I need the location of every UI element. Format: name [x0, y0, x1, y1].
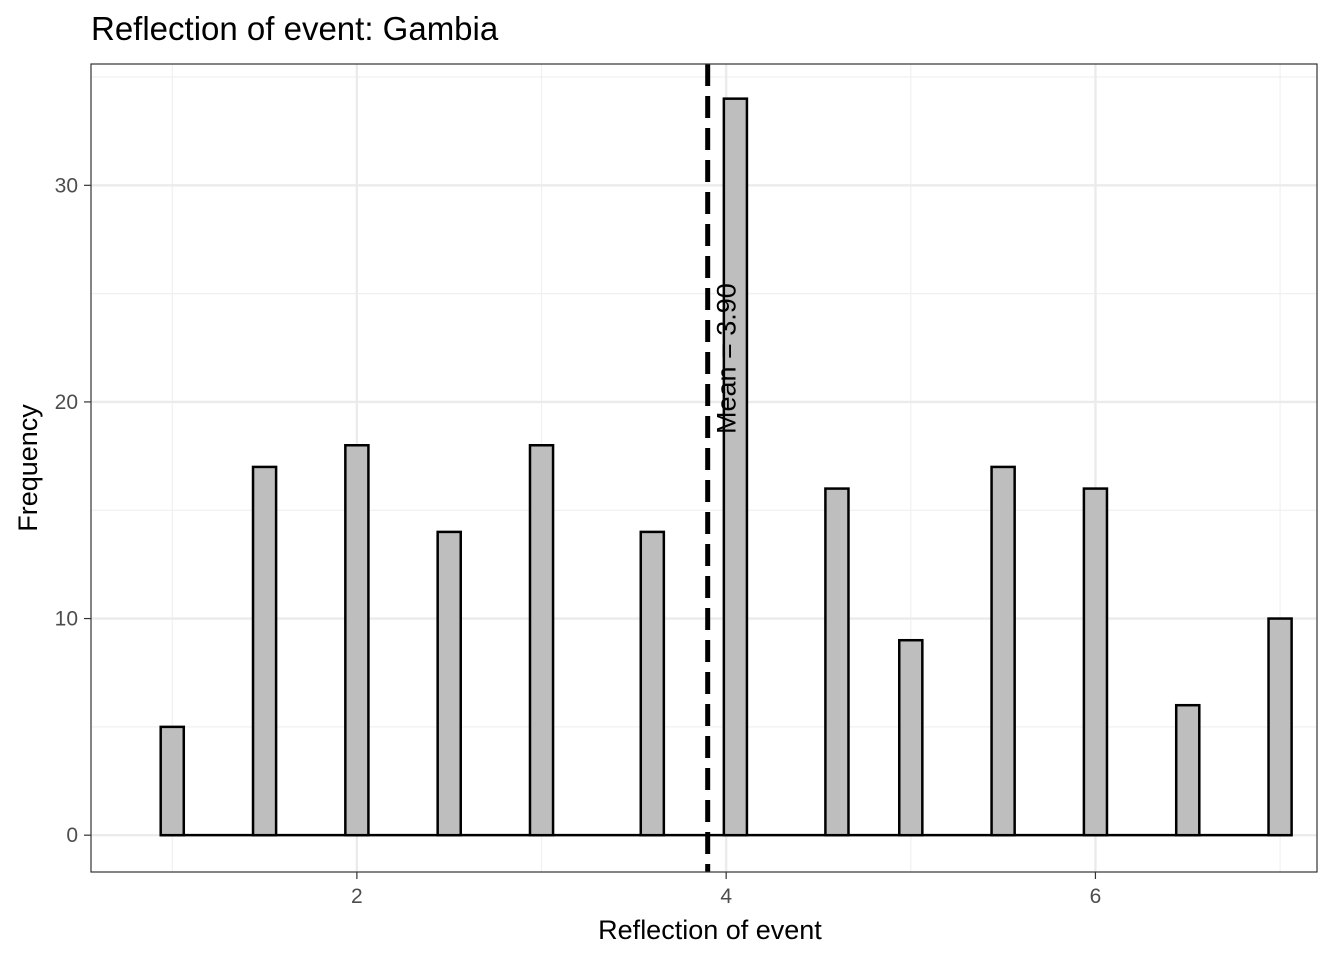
- y-tick-label: 0: [66, 824, 78, 847]
- histogram-bar: [722, 97, 749, 837]
- y-tick-label: 10: [55, 608, 78, 631]
- histogram-bar: [824, 487, 850, 837]
- y-axis-ticks: 0 10 20 30: [55, 174, 91, 847]
- histogram-bar: [159, 725, 186, 837]
- histogram-bar: [528, 444, 555, 837]
- chart-title: Reflection of event: Gambia: [91, 10, 499, 47]
- x-tick-label: 6: [1090, 885, 1102, 908]
- mean-line-group: Mean = 3.90: [705, 64, 742, 872]
- histogram-bar: [990, 465, 1016, 837]
- histogram-bar: [639, 530, 666, 837]
- histogram-bars: [159, 97, 1293, 837]
- mean-label: Mean = 3.90: [712, 283, 742, 434]
- y-tick-label: 20: [55, 391, 78, 414]
- histogram-bar: [898, 638, 924, 837]
- x-axis-ticks: 2 4 6: [351, 872, 1101, 908]
- histogram-bar: [251, 465, 278, 837]
- plot-panel-border: [90, 63, 1318, 873]
- histogram-bar: [344, 444, 370, 837]
- x-tick-label: 2: [351, 885, 363, 908]
- histogram-bar: [1174, 703, 1201, 837]
- histogram-bar: [436, 530, 462, 837]
- histogram-bar: [1267, 617, 1293, 837]
- y-tick-label: 30: [55, 174, 78, 197]
- histogram-bar: [1082, 487, 1109, 837]
- x-tick-label: 4: [720, 885, 732, 908]
- y-axis-title: Frequency: [13, 404, 43, 532]
- x-axis-title: Reflection of event: [598, 915, 822, 945]
